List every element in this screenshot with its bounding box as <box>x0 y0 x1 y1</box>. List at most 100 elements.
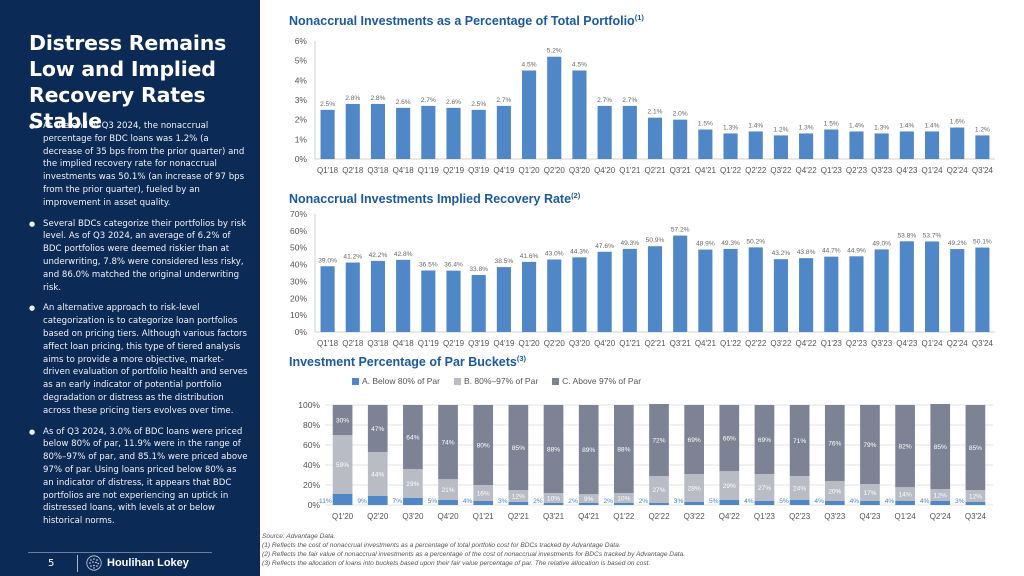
chart3-bar-segment-a <box>438 500 458 505</box>
chart2-y-tick: 70% <box>290 209 307 219</box>
chart1-data-label: 4.5% <box>522 62 537 69</box>
footer-divider <box>28 552 212 553</box>
chart2-data-label: 41.6% <box>520 253 539 260</box>
chart1-x-tick: Q4'23 <box>896 166 918 175</box>
chart3-bar-segment-a <box>824 501 845 505</box>
chart1-bar <box>723 133 738 159</box>
chart3-data-label-a: 4% <box>885 498 895 505</box>
chart3-bar-segment-c <box>649 404 669 476</box>
chart1-x-tick: Q3'23 <box>871 166 893 175</box>
chart2-bar <box>647 246 663 332</box>
chart3-y-tick: 20% <box>303 480 320 490</box>
chart1-x-tick: Q4'19 <box>493 166 515 175</box>
chart2-data-label: 43.2% <box>772 250 791 257</box>
chart2-data-label: 43.0% <box>545 251 564 258</box>
chart2-y-tick: 60% <box>290 226 307 236</box>
chart3-bar-segment-a <box>473 501 494 505</box>
legend-label-b: B. 80%–97% of Par <box>463 376 539 386</box>
chart3-bar-segment-b <box>789 476 810 500</box>
chart3-bar-segment-a <box>930 501 951 505</box>
chart3-data-label-b: 12% <box>934 493 947 500</box>
chart1-title-note: (1) <box>634 13 644 22</box>
chart3-bar-segment-c <box>860 405 880 484</box>
chart2-data-label: 50.2% <box>746 238 765 245</box>
chart3-bar-segment-b <box>649 476 669 503</box>
chart1-bar <box>748 131 763 159</box>
chart3-data-label-c: 69% <box>758 437 771 444</box>
chart1-data-label: 1.4% <box>899 122 914 129</box>
chart2-data-label: 48.9% <box>696 241 715 248</box>
chart2-x-tick: Q1'24 <box>921 339 943 348</box>
chart1-x-tick: Q1'19 <box>418 166 440 175</box>
chart3-data-label-a: 2% <box>603 498 613 505</box>
legend-swatch-a <box>352 378 359 385</box>
chart3-x-tick: Q1'20 <box>332 512 354 521</box>
chart3-bar-segment-b <box>824 481 845 501</box>
chart1-data-label: 2.7% <box>622 97 637 104</box>
chart1-data-label: 1.4% <box>925 122 940 129</box>
chart3-bar-segment-c <box>754 405 775 474</box>
chart1-bar <box>471 109 486 159</box>
chart2-x-tick: Q2'23 <box>846 339 868 348</box>
chart3-data-label-c: 82% <box>899 444 912 451</box>
chart2-bar <box>471 275 486 332</box>
chart1-bar <box>421 105 436 159</box>
chart2-x-tick: Q3'24 <box>972 339 994 348</box>
chart3-data-label-b: 12% <box>969 494 982 501</box>
chart2-bar <box>446 270 461 332</box>
chart2-bar <box>396 259 411 332</box>
chart2-data-label: 57.2% <box>671 227 690 234</box>
chart1-x-tick: Q3'18 <box>367 166 389 175</box>
globe-icon <box>86 555 102 571</box>
chart2-y-tick: 0% <box>295 327 308 337</box>
chart2-bar <box>849 256 864 332</box>
chart3-bar-segment-c <box>578 405 599 494</box>
chart2-data-label: 53.7% <box>923 232 942 239</box>
chart1-x-tick: Q1'21 <box>619 166 641 175</box>
chart1-data-label: 2.7% <box>597 97 612 104</box>
chart3-data-label-c: 80% <box>477 443 490 450</box>
chart3-bar-segment-c <box>684 405 705 474</box>
chart1-bar <box>698 129 713 159</box>
chart1-bar <box>572 70 587 159</box>
chart2-x-tick: Q1'19 <box>418 339 440 348</box>
chart1-x-tick: Q1'20 <box>519 166 541 175</box>
chart2-title-text: Nonaccrual Investments Implied Recovery … <box>289 192 572 207</box>
chart2-data-label: 43.8% <box>797 249 816 256</box>
chart2-x-tick: Q4'18 <box>393 339 415 348</box>
chart3-y-tick: 0% <box>308 500 321 510</box>
chart3-data-label-b: 10% <box>547 496 560 503</box>
chart1-data-label: 1.3% <box>723 124 738 131</box>
chart1-x-tick: Q1'24 <box>921 166 943 175</box>
chart2-x-tick: Q3'21 <box>670 339 692 348</box>
chart1-x-tick: Q3'19 <box>468 166 490 175</box>
chart3-bar-segment-c <box>930 404 951 489</box>
chart1-x-tick: Q1'22 <box>720 166 742 175</box>
chart3-x-tick: Q3'22 <box>684 512 706 521</box>
chart2-bar <box>723 248 738 332</box>
chart3-bar-segment-a <box>789 500 810 505</box>
chart3-bar-segment-c <box>965 405 986 490</box>
chart1-bar <box>975 135 990 159</box>
chart3-data-label-a: 3% <box>955 498 965 505</box>
chart3-x-tick: Q4'20 <box>437 512 459 521</box>
chart2-data-label: 49.3% <box>721 240 740 247</box>
chart2-title: Nonaccrual Investments Implied Recovery … <box>289 191 580 206</box>
chart3-bar-segment-b <box>367 452 388 496</box>
chart1-bar <box>320 109 335 159</box>
chart1-bar <box>597 105 612 159</box>
chart2-data-label: 44.7% <box>822 248 841 255</box>
chart1-data-label: 1.2% <box>773 126 788 133</box>
chart3-bar-segment-c <box>789 405 810 476</box>
chart3-x-tick: Q2'20 <box>367 512 389 521</box>
chart3-data-label-b: 59% <box>336 462 349 469</box>
chart1-bar <box>396 107 411 159</box>
chart3-bar-segment-b <box>965 490 986 502</box>
chart3-data-label-a: 4% <box>920 498 930 505</box>
chart3-bar-segment-c <box>613 405 634 493</box>
chart2-bar <box>345 262 360 332</box>
chart3-data-label-c: 66% <box>723 436 736 443</box>
legend-item-a: A. Below 80% of Par <box>352 376 440 386</box>
chart3-data-label-a: 4% <box>744 498 754 505</box>
chart2-data-label: 33.8% <box>469 266 488 273</box>
